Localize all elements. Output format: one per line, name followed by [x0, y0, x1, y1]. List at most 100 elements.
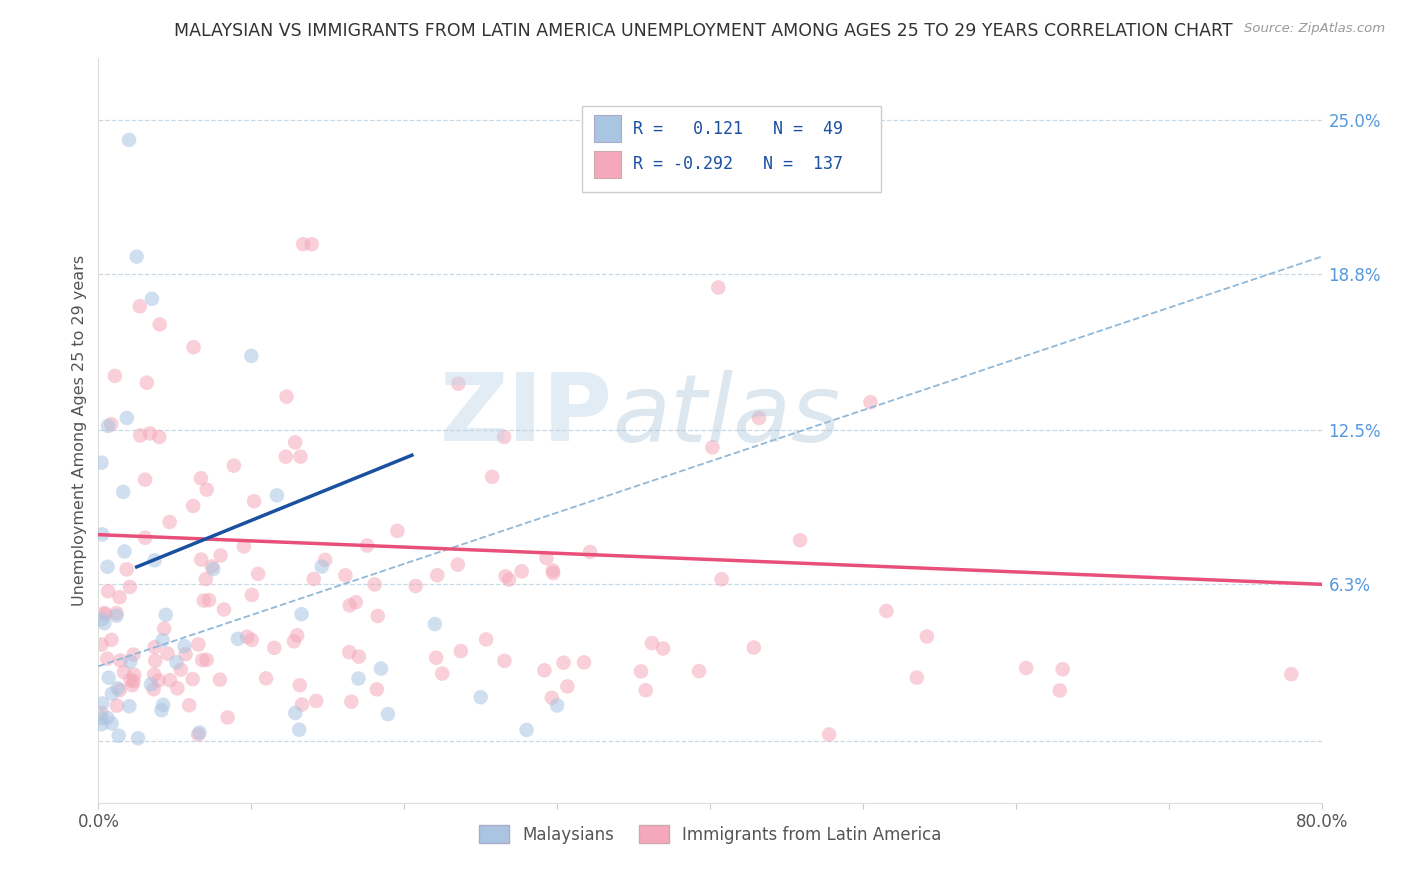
Point: [150, 703, 173, 717]
Point: [190, 471, 212, 485]
Point: [291, 698, 314, 712]
Point: [100, 417, 122, 432]
Point: [240, 632, 263, 647]
Point: [107, 729, 129, 743]
Point: [232, 540, 254, 554]
Point: [209, 549, 232, 563]
Point: [222, 458, 245, 473]
Point: [193, 593, 215, 607]
Point: [125, 250, 148, 264]
Point: [96, 559, 118, 574]
Point: [557, 680, 579, 694]
Point: [100, 632, 122, 647]
Point: [541, 566, 564, 581]
Point: [495, 569, 517, 583]
Point: [127, 731, 149, 746]
Point: [122, 674, 145, 689]
Point: [179, 698, 201, 713]
Point: [707, 280, 730, 294]
Point: [510, 565, 533, 579]
Point: [447, 376, 470, 391]
Point: [630, 665, 652, 679]
Point: [311, 559, 333, 574]
Point: [118, 699, 141, 714]
Point: [742, 640, 765, 655]
Point: [134, 473, 156, 487]
Point: [91, 612, 114, 626]
Point: [188, 725, 211, 739]
Point: [363, 577, 385, 591]
Point: [254, 672, 277, 686]
Point: [481, 470, 503, 484]
Point: [152, 633, 174, 648]
Point: [90, 706, 112, 720]
Point: [93, 606, 115, 620]
Point: [710, 572, 733, 586]
Point: [96, 711, 118, 725]
Point: [366, 682, 388, 697]
Point: [122, 667, 145, 681]
FancyBboxPatch shape: [593, 151, 620, 178]
FancyBboxPatch shape: [582, 106, 882, 192]
Point: [90, 711, 112, 725]
Point: [91, 527, 114, 541]
Point: [112, 484, 135, 499]
Point: [292, 237, 315, 252]
Point: [340, 695, 363, 709]
Point: [288, 723, 311, 737]
Point: [432, 666, 454, 681]
Point: [494, 654, 516, 668]
Point: [108, 591, 131, 605]
Point: [97, 671, 120, 685]
Point: [143, 654, 166, 668]
Point: [208, 673, 231, 687]
Text: atlas: atlas: [612, 370, 841, 461]
Point: [105, 698, 128, 713]
Point: [114, 544, 136, 558]
Point: [118, 580, 141, 594]
Point: [96, 651, 118, 665]
Point: [115, 562, 138, 576]
Y-axis label: Unemployment Among Ages 25 to 29 years: Unemployment Among Ages 25 to 29 years: [72, 255, 87, 606]
Point: [546, 698, 568, 713]
Point: [301, 237, 323, 252]
Point: [195, 653, 218, 667]
Point: [191, 653, 214, 667]
Point: [139, 677, 162, 691]
Point: [134, 531, 156, 545]
Point: [494, 430, 516, 444]
Point: [90, 717, 112, 731]
Point: [1052, 662, 1074, 676]
Point: [198, 593, 221, 607]
Point: [187, 638, 209, 652]
FancyBboxPatch shape: [593, 115, 620, 142]
Point: [149, 318, 172, 332]
Point: [339, 599, 361, 613]
Point: [181, 672, 204, 686]
Point: [553, 656, 575, 670]
Point: [314, 553, 336, 567]
Point: [122, 648, 145, 662]
Point: [94, 607, 117, 622]
Point: [367, 609, 389, 624]
Text: R = -0.292   N =  137: R = -0.292 N = 137: [633, 155, 844, 173]
Point: [120, 673, 142, 687]
Legend: Malaysians, Immigrants from Latin America: Malaysians, Immigrants from Latin Americ…: [472, 819, 948, 850]
Point: [1279, 667, 1302, 681]
Point: [101, 687, 124, 701]
Point: [217, 710, 239, 724]
Point: [387, 524, 409, 538]
Point: [153, 622, 176, 636]
Point: [337, 645, 360, 659]
Point: [288, 678, 311, 692]
Point: [290, 450, 312, 464]
Point: [240, 588, 263, 602]
Point: [143, 667, 166, 681]
Point: [190, 552, 212, 566]
Point: [450, 644, 472, 658]
Point: [236, 630, 259, 644]
Point: [141, 292, 163, 306]
Point: [875, 604, 897, 618]
Point: [183, 340, 205, 354]
Point: [121, 678, 143, 692]
